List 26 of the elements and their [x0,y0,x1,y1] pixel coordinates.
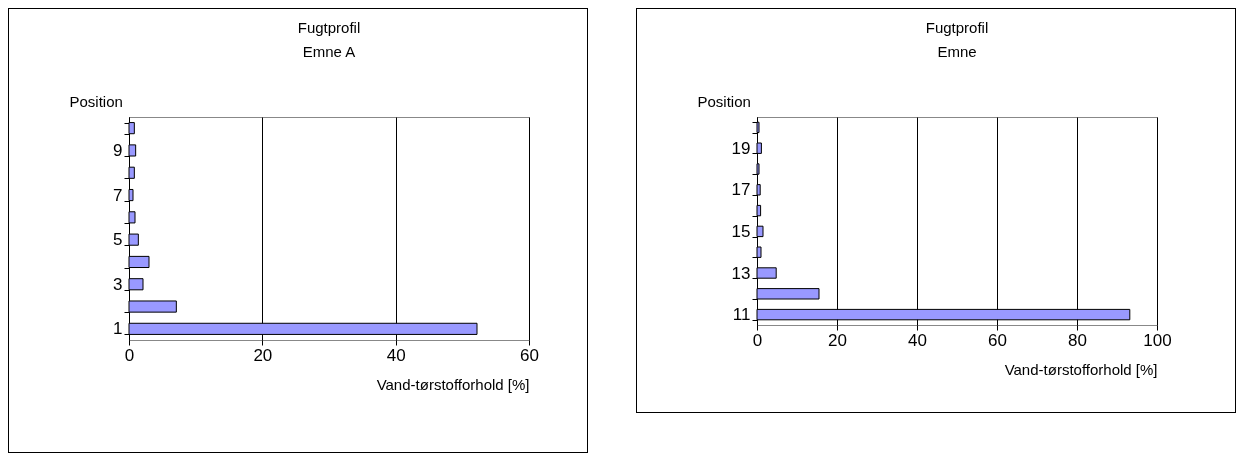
x-tick-label: 0 [124,345,135,365]
y-tick-label: 15 [731,221,751,241]
y-axis-title: Position [697,92,751,110]
y-axis-title: Position [69,92,123,110]
x-tick-label: 60 [520,345,539,365]
x-axis-title: Vand-tørstofforhold [%] [1004,360,1158,378]
x-tick-label: 80 [1068,330,1087,350]
x-tick-label: 60 [988,330,1007,350]
chart-title: Fugtprofil Emne A [297,19,361,60]
x-tick-label: 0 [752,330,763,350]
y-tick-label: 9 [113,140,123,160]
y-tick-label: 3 [113,274,123,294]
x-tick-label: 20 [828,330,847,350]
y-tick-label: 13 [731,263,751,283]
x-tick-label: 40 [908,330,927,350]
y-tick-label: 19 [731,138,751,158]
chart-title: Fugtprofil Emne [925,19,989,60]
y-tick-label: 11 [732,305,751,325]
y-tick-label: 17 [731,180,751,200]
y-tick-label: 1 [113,319,123,339]
y-tick-label: 7 [113,185,123,205]
x-tick-label: 40 [386,345,406,365]
x-tick-label: 100 [1143,330,1172,350]
y-tick-label: 5 [113,230,123,250]
x-axis-title: Vand-tørstofforhold [%] [376,375,530,393]
x-tick-label: 20 [253,345,273,365]
